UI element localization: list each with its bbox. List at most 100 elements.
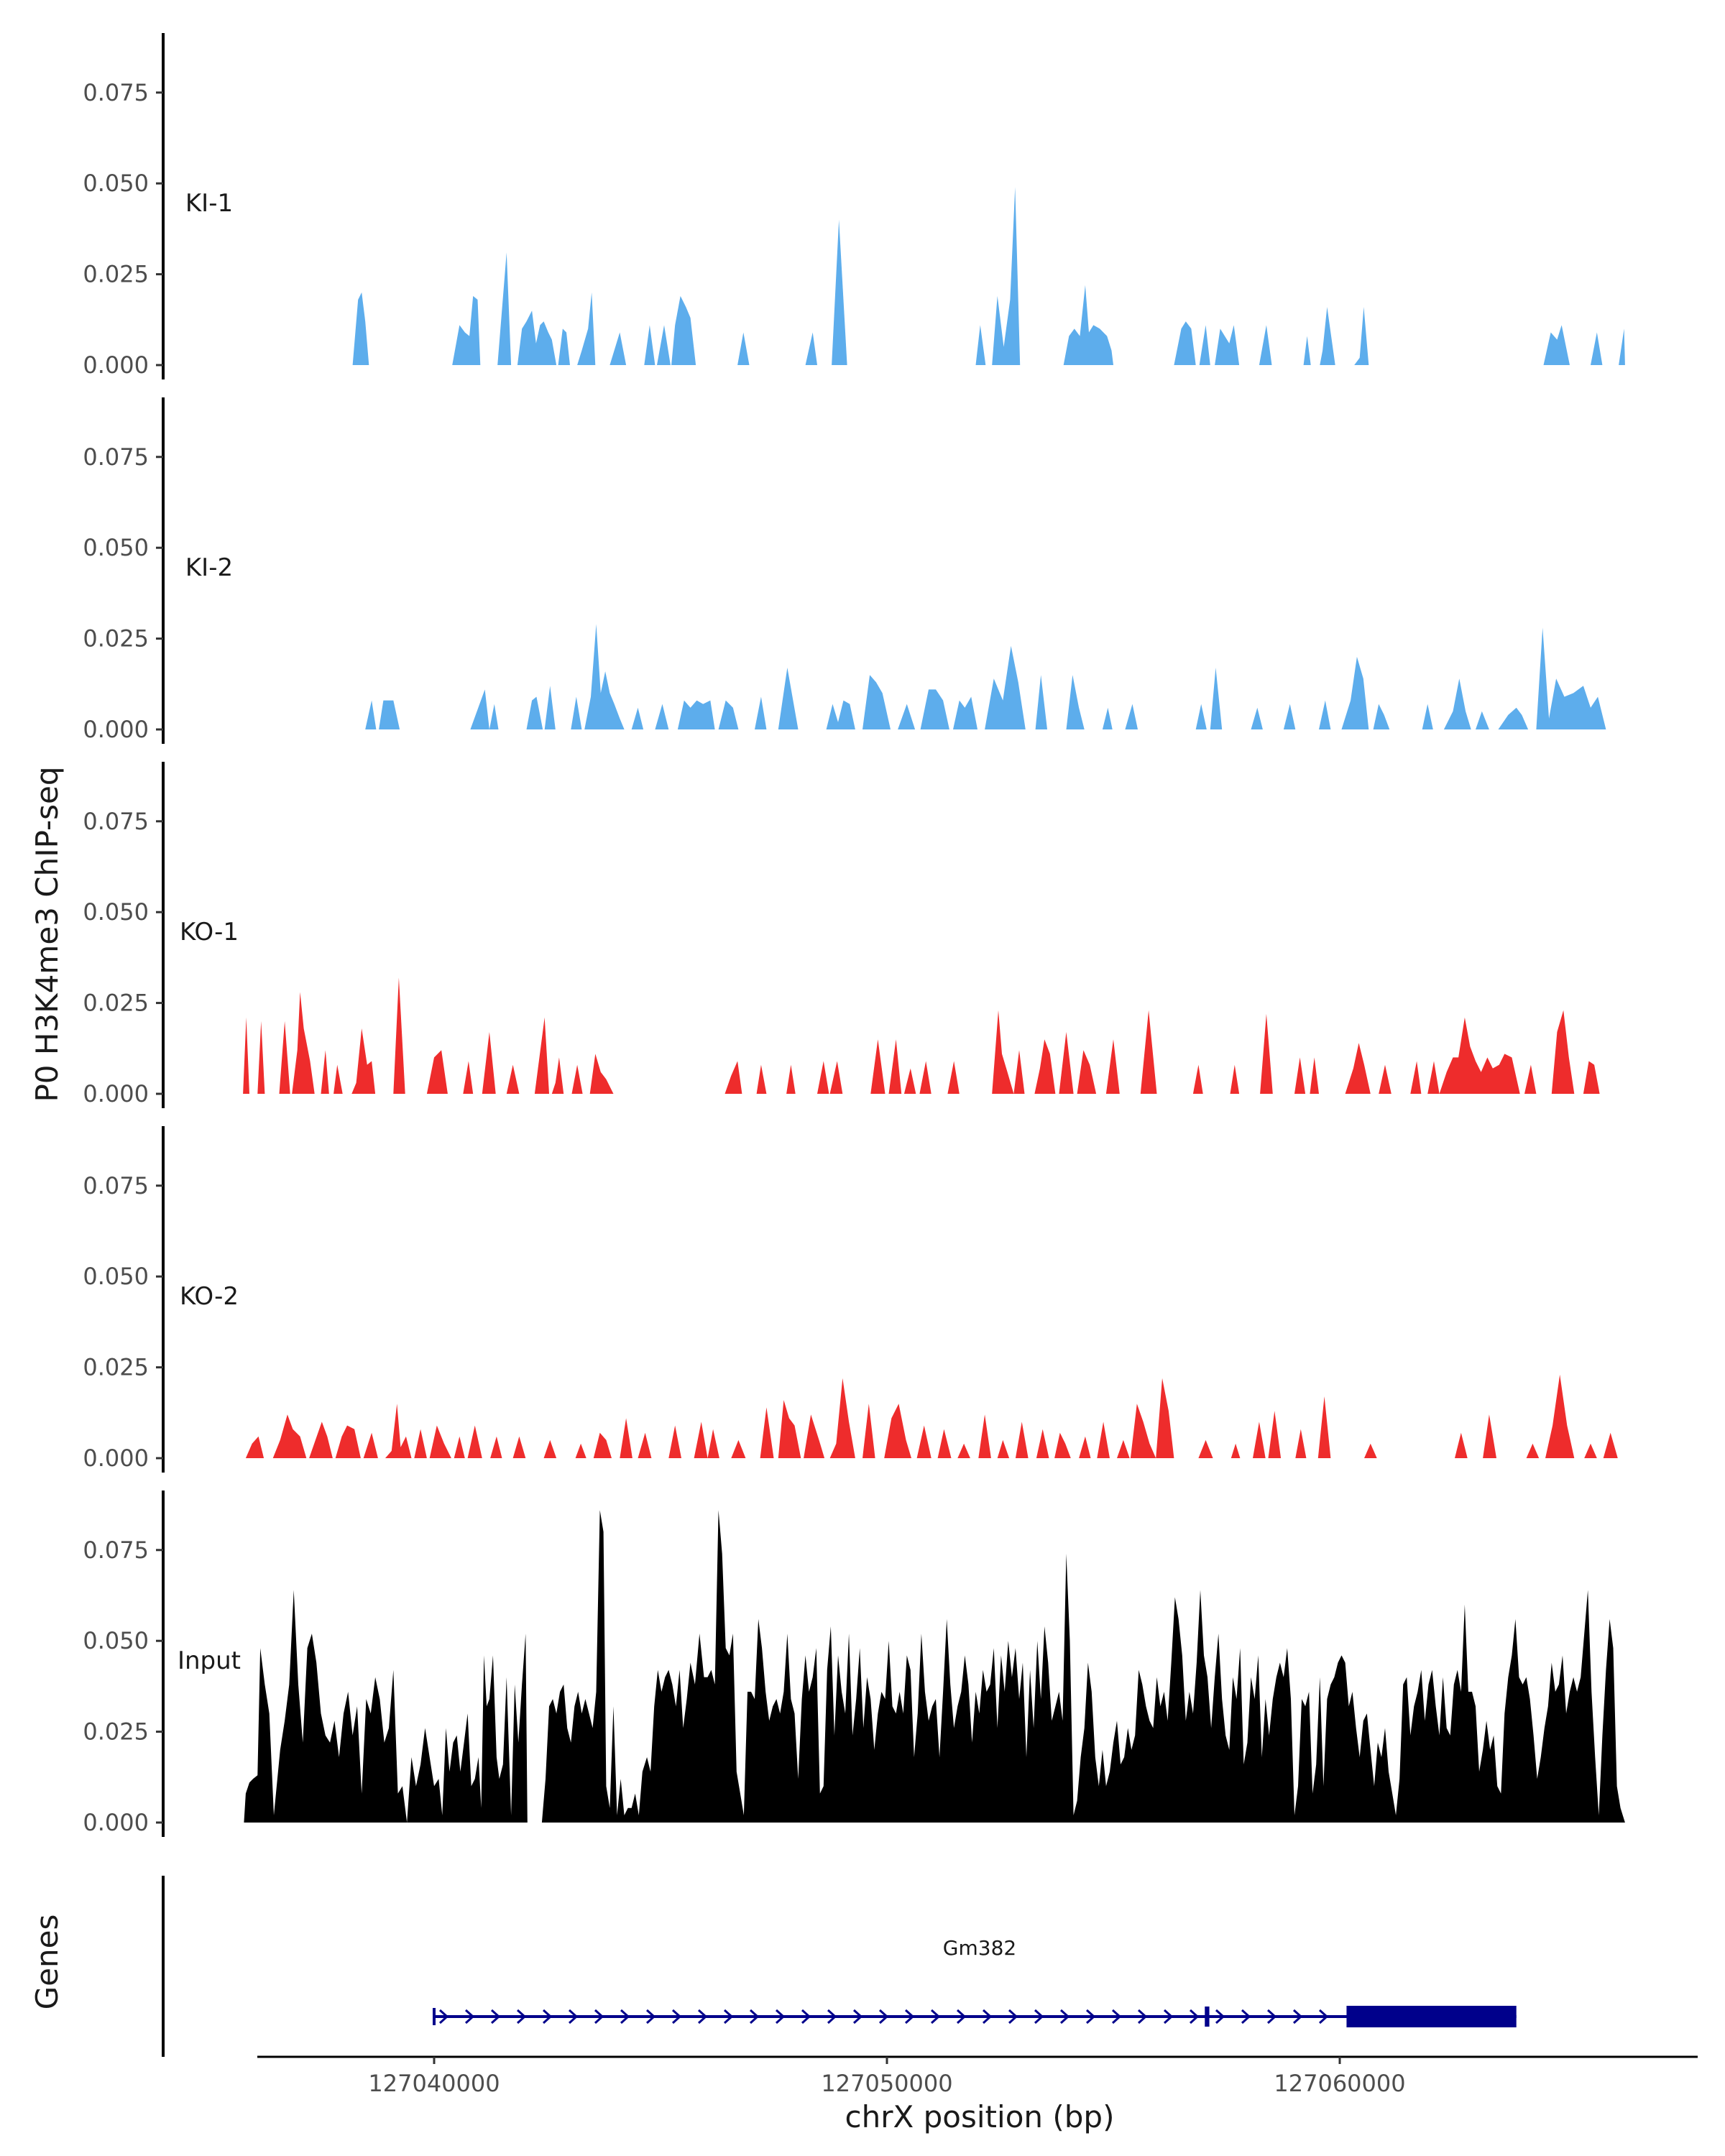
signal-peak [541,1510,1625,1823]
y-tick-label: 0.025 [83,1718,149,1746]
signal-peak [379,700,400,729]
track-label: KI-2 [185,553,233,582]
signal-peak [760,1407,774,1458]
signal-peak [1251,707,1263,729]
strand-arrow-icon [827,2009,837,2024]
strand-arrow-icon [1189,2009,1200,2024]
y-tick-label: 0.050 [83,898,149,926]
strand-arrow-icon [438,2009,449,2024]
signal-peak [778,1400,801,1458]
signal-peak [1195,704,1207,729]
signal-peak [1077,1050,1097,1094]
signal-peak [737,332,750,365]
signal-peak [1015,1422,1029,1458]
signal-peak [489,704,499,729]
gene-exon [1205,2007,1210,2027]
strand-arrow-icon [490,2009,501,2024]
signal-peak [365,700,377,729]
signal-peak [1079,1436,1091,1458]
strand-arrow-icon [645,2009,656,2024]
signal-peak [644,325,656,365]
x-axis: 127040000 127050000 127060000 [257,2055,1698,2097]
strand-arrow-icon [1059,2009,1070,2024]
signal-areas [244,1510,1625,1823]
signal-peak [975,325,986,365]
signal-peak [1526,1443,1540,1458]
signal-peak [571,1064,583,1094]
track-label: KO-2 [180,1282,239,1311]
signal-peak [707,1429,719,1458]
y-tick-label: 0.025 [83,1354,149,1381]
strand-arrow-icon [697,2009,708,2024]
signal-peak [1603,1432,1618,1458]
x-tick-label: 127050000 [821,2070,952,2097]
track-panel-ki-2: 0.000 0.025 0.050 0.075 KI-2 [83,397,1606,744]
signal-peak [610,332,627,365]
signal-peak [1364,1443,1377,1458]
signal-peak [1439,1017,1520,1094]
signal-peak [1379,1064,1392,1094]
signal-peak [497,252,512,365]
signal-peak [1102,707,1113,729]
signal-peak [870,1039,886,1094]
signal-peak [832,219,847,365]
signal-peak [1294,1057,1306,1094]
signal-peak [335,1425,361,1458]
strand-arrow-icon [516,2009,527,2024]
signal-peak [862,675,891,729]
strand-arrow-icon [464,2009,475,2024]
signal-peak [1192,1064,1203,1094]
y-tick-label: 0.000 [83,716,149,743]
signal-peak [1295,1429,1307,1458]
signal-peak [244,1590,528,1823]
strand-arrow-icon [1034,2009,1044,2024]
strand-arrow-icon [904,2009,915,2024]
signal-peak [1427,1061,1440,1094]
signal-peak [1066,675,1085,729]
signal-peak [920,689,949,729]
signal-peak [470,689,489,729]
signal-peak [1536,627,1606,729]
signal-peak [1230,1064,1240,1094]
signal-peak [1583,1061,1600,1094]
signal-peak [1354,307,1369,365]
signal-peak [1013,1050,1025,1094]
signal-peak [992,1010,1014,1094]
signal-peak [992,187,1021,365]
signal-peak [512,1436,526,1458]
strand-arrow-icon [982,2009,993,2024]
signal-peak [1543,325,1570,365]
signal-peak [1034,1039,1056,1094]
signal-peak [1230,1443,1241,1458]
signal-peak [334,1064,343,1094]
signal-peak [1054,1432,1071,1458]
signal-peak [1551,1010,1575,1094]
signal-peak [584,624,625,729]
strand-arrow-icon [801,2009,811,2024]
signal-peak [1524,1064,1537,1094]
track-panel-ko-1: 0.000 0.025 0.050 0.075 KO-1 [83,762,1600,1108]
signal-peak [467,1425,482,1458]
track-label: Input [178,1646,241,1675]
y-axis-title: P0 H3K4me3 ChIP-seq [29,766,65,1102]
signal-areas [243,977,1600,1094]
signal-peak [817,1061,829,1094]
signal-peak [1320,307,1335,365]
signal-peak [1035,675,1047,729]
y-tick-label: 0.050 [83,1263,149,1290]
signal-peak [551,1057,564,1094]
y-tick-label: 0.075 [83,1172,149,1199]
strand-arrow-icon [775,2009,786,2024]
signal-peak [490,1436,502,1458]
signal-peak [393,977,405,1094]
signal-peak [655,704,669,729]
gene-exon [1346,2006,1517,2027]
signal-peak [575,1443,586,1458]
gene-track [433,2006,1517,2027]
signal-peak [1059,1032,1074,1094]
signal-peak [526,696,543,729]
signal-peak [1259,325,1272,365]
signal-peak [321,1050,329,1094]
signal-areas [245,1374,1618,1458]
